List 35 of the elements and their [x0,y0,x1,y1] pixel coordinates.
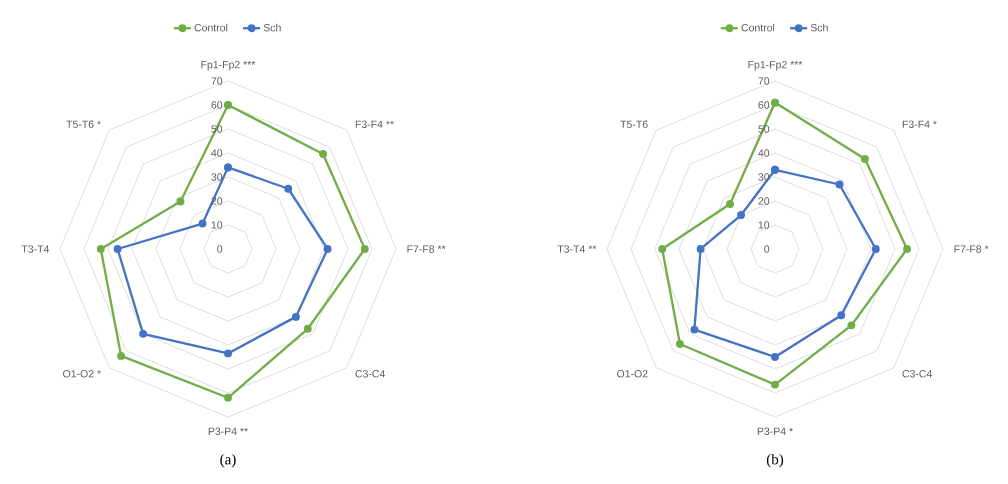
spoke-label: Fp1-Fp2 *** [201,60,256,71]
legend-label: Control [741,23,775,32]
spoke-label: C3-C4 [355,370,385,378]
spoke-label: Fp1-Fp2 *** [748,60,803,71]
spoke-label: F3-F4 * [902,120,937,128]
spoke-label: T3-T4 ** [557,245,597,253]
text: (b) [766,453,784,468]
spoke-label: T3-T4 [21,245,50,253]
spoke-label: F3-F4 ** [355,120,394,128]
spoke-label: T5-T6 [620,120,648,128]
legend-label: Sch [263,23,281,32]
text: (a) [220,453,236,468]
y-tick-label: 30 [758,173,770,181]
spoke-label: O1-O2 [617,370,648,378]
spoke-label: F7-F8 ** [407,245,446,253]
spoke-label: T5-T6 * [66,120,101,128]
y-tick-label: 0 [217,245,223,253]
legend-label: Control [194,23,228,32]
spoke-label: P3-P4 * [757,427,793,436]
y-tick-label: 40 [211,149,223,157]
legend-label: Sch [810,23,828,32]
y-tick-label: 60 [758,101,770,109]
y-tick-label: 20 [758,197,770,205]
spoke-label: F7-F8 * [954,245,989,253]
y-tick-label: 60 [211,101,223,109]
y-tick-label: 70 [211,77,223,85]
spoke-label: P3-P4 ** [208,427,248,436]
spoke-label: C3-C4 [902,370,932,378]
y-tick-label: 0 [764,245,770,253]
y-tick-label: 70 [758,77,770,85]
y-tick-label: 10 [211,221,223,229]
y-tick-label: 30 [211,173,223,181]
spoke-label: O1-O2 * [63,370,101,378]
y-tick-label: 10 [758,221,770,229]
y-tick-label: 40 [758,149,770,157]
